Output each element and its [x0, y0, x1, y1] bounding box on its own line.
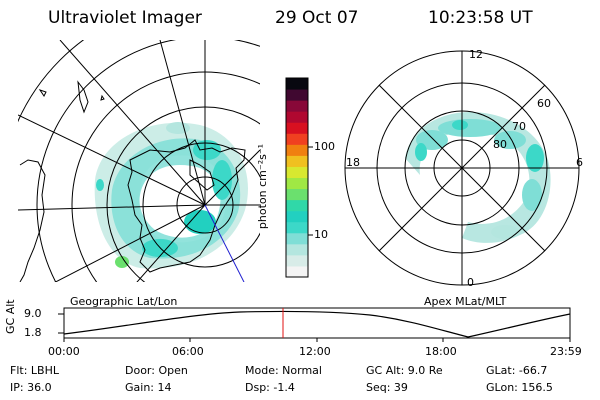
x-tick-2359: 23:59: [550, 345, 582, 358]
sun-direction-line: [204, 204, 245, 282]
altitude-timeline-plot: [58, 307, 571, 342]
colorbar-cell: [286, 166, 308, 178]
colorbar-cell: [286, 177, 308, 190]
magnetic-grid: [344, 50, 580, 286]
colorbar-cell: [286, 122, 308, 134]
gc-alt-info: GC Alt: 9.0 Re: [366, 364, 443, 377]
ip-info: IP: 36.0: [10, 381, 52, 394]
geographic-map: [18, 40, 260, 282]
colorbar-cell: [286, 144, 308, 156]
altitude-curve: [63, 310, 571, 338]
colorbar-cell: [286, 265, 308, 278]
magnetic-polar-plot: [344, 50, 580, 286]
colorbar-cell: [286, 254, 308, 267]
colorbar-cell: [286, 243, 308, 256]
mlt-label-0: 0: [467, 276, 474, 289]
colorbar-cell: [286, 78, 308, 90]
colorbar-tick-label-10: 10: [314, 228, 328, 241]
colorbar-cell: [286, 155, 308, 167]
x-tick-1800: 18:00: [425, 345, 457, 358]
x-tick-1200: 12:00: [299, 345, 331, 358]
mlt-label-12: 12: [469, 48, 483, 61]
glon-info: GLon: 156.5: [486, 381, 553, 394]
colorbar-tick-label-100: 100: [314, 140, 335, 153]
gc-alt-axis-label: GC Alt: [4, 299, 17, 334]
x-tick-0000: 00:00: [48, 345, 80, 358]
colorbar-cell: [286, 221, 308, 234]
colorbar-cell: [286, 210, 308, 223]
colorbar-cell: [286, 89, 308, 101]
gain-info: Gain: 14: [125, 381, 172, 394]
aurora-oval-geographic: [94, 122, 248, 269]
colorbar: [285, 77, 313, 278]
magnetic-label: Apex MLat/MLT: [424, 295, 507, 308]
colorbar-cell: [286, 133, 308, 145]
mode-info: Mode: Normal: [245, 364, 322, 377]
filter-info: Flt: LBHL: [10, 364, 59, 377]
instrument-title: Ultraviolet Imager: [48, 8, 202, 28]
door-info: Door: Open: [125, 364, 188, 377]
longitude-grid: [18, 40, 260, 282]
geographic-label: Geographic Lat/Lon: [70, 295, 178, 308]
mlat-label-80: 80: [493, 138, 507, 151]
mlt-label-18: 18: [346, 156, 360, 169]
date-label: 29 Oct 07: [275, 8, 359, 28]
x-tick-0600: 06:00: [172, 345, 204, 358]
colorbar-frame: [285, 77, 309, 278]
y-tick-9: 9.0: [24, 307, 42, 320]
glat-info: GLat: -66.7: [486, 364, 548, 377]
mlat-label-60: 60: [537, 97, 551, 110]
colorbar-unit-label: photon cm⁻²s⁻¹: [256, 143, 270, 230]
colorbar-cell: [286, 100, 308, 112]
mlt-label-6: 6: [576, 156, 583, 169]
seq-info: Seq: 39: [366, 381, 408, 394]
colorbar-cell: [286, 188, 308, 201]
colorbar-cell: [286, 199, 308, 212]
dsp-info: Dsp: -1.4: [245, 381, 295, 394]
y-tick-1-8: 1.8: [24, 326, 42, 339]
colorbar-cell: [286, 111, 308, 123]
time-label: 10:23:58 UT: [428, 8, 533, 28]
colorbar-cell: [286, 232, 308, 245]
mlat-label-70: 70: [512, 120, 526, 133]
